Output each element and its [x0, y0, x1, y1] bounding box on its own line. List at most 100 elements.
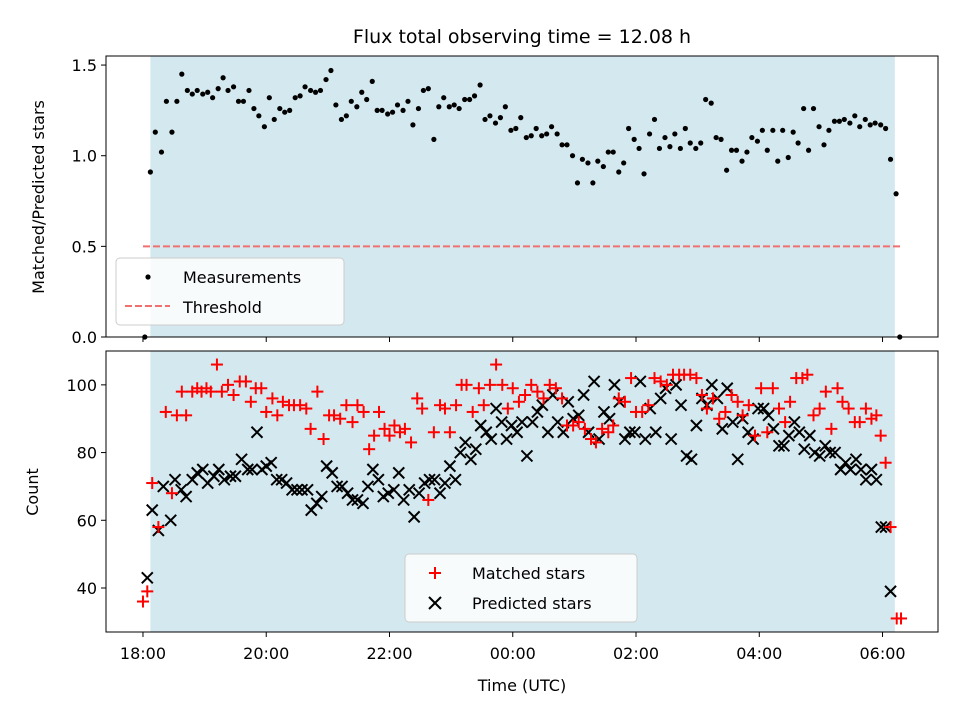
matched-star-point: [642, 399, 655, 412]
measurement-point: [728, 147, 735, 153]
measurement-point: [441, 95, 447, 101]
measurement-point: [574, 180, 581, 186]
measurement-point: [487, 113, 493, 119]
predicted-star-point: [459, 436, 472, 449]
matched-star-point: [304, 422, 317, 435]
predicted-star-point: [674, 398, 688, 412]
matched-star-point: [874, 429, 887, 442]
top-legend-box: [115, 257, 345, 326]
predicted-star-point: [325, 466, 339, 480]
y-tick-label: 100: [66, 376, 97, 395]
measurement-point: [780, 127, 786, 133]
matched-star-point: [719, 405, 732, 418]
measurement-point: [240, 98, 247, 104]
measurement-point: [662, 134, 668, 141]
predicted-star-point: [443, 459, 457, 473]
matched-star-point: [363, 443, 376, 456]
predicted-star-point: [536, 398, 549, 412]
measurement-point: [826, 127, 832, 133]
measurement-point: [810, 105, 817, 112]
matched-star-point: [807, 409, 820, 422]
predicted-star-point: [464, 453, 478, 466]
predicted-star-point: [813, 449, 826, 463]
measurement-point: [451, 102, 457, 108]
measurement-point: [420, 87, 426, 94]
y-tick-label: 0.0: [72, 328, 97, 347]
x-tick-label: 20:00: [243, 644, 289, 663]
matched-star-point: [707, 392, 720, 405]
predicted-star-point: [828, 446, 842, 459]
matched-star-point: [260, 405, 273, 418]
predicted-star-point: [628, 426, 641, 439]
predicted-star-point: [407, 510, 421, 524]
measurement-point: [302, 84, 308, 90]
matched-star-point: [506, 382, 519, 395]
predicted-star-point: [229, 470, 242, 483]
matched-star-point: [328, 409, 341, 422]
measurement-point: [184, 87, 190, 94]
measurement-point: [836, 118, 842, 124]
predicted-star-point: [295, 483, 309, 497]
matched-star-point: [340, 399, 353, 412]
measurement-point: [400, 107, 406, 113]
x-tick-label: 00:00: [490, 644, 536, 663]
measurement-point: [410, 122, 416, 128]
measurement-point: [785, 154, 791, 161]
matched-star-point: [870, 409, 883, 422]
y-tick-label: 0.5: [72, 237, 97, 256]
predicted-star-point: [510, 426, 524, 439]
matched-star-point: [222, 378, 235, 391]
measurement-point: [651, 116, 658, 123]
bottom-legend: Matched stars Predicted stars: [404, 553, 638, 623]
predicted-star-point: [428, 473, 441, 486]
predicted-star-point: [782, 429, 796, 442]
matched-star-point: [772, 402, 785, 415]
matched-star-point: [175, 385, 188, 398]
measurement-point: [718, 136, 724, 142]
matched-star-point: [556, 392, 569, 405]
matched-star-point: [713, 412, 726, 425]
matched-star-point: [239, 375, 252, 388]
measurement-point: [595, 158, 601, 164]
measurement-point: [405, 98, 411, 104]
matched-star-point: [210, 358, 223, 371]
measurement-point: [317, 87, 324, 94]
top-y-ticks: 0.0 0.5 1.0 1.5: [72, 56, 106, 347]
measurement-point: [754, 138, 761, 144]
measurement-point: [831, 118, 838, 124]
matched-star-point: [244, 395, 257, 408]
top-x-ticks: [142, 337, 884, 342]
measurement-point: [585, 160, 591, 166]
measurement-point: [152, 129, 158, 135]
measurement-point: [425, 86, 431, 92]
predicted-star-point: [772, 439, 786, 453]
measurement-point: [687, 140, 693, 146]
matched-star-point: [654, 375, 667, 388]
measurement-point: [672, 131, 678, 137]
predicted-star-point: [819, 439, 832, 453]
matched-star-point: [165, 487, 178, 500]
matched-star-point: [152, 521, 165, 534]
matched-star-point: [755, 382, 768, 395]
matched-star-point: [450, 399, 463, 412]
predicted-star-point: [186, 473, 199, 486]
bottom-legend-box: [404, 553, 638, 623]
matched-star-point: [159, 405, 172, 418]
predicted-star-points: [141, 375, 897, 598]
measurement-point: [174, 98, 180, 104]
measurement-point: [677, 145, 683, 152]
measurement-point: [158, 149, 165, 155]
measurement-point: [261, 124, 267, 130]
matched-star-point: [725, 389, 738, 402]
predicted-star-point: [224, 470, 237, 483]
predicted-star-point: [834, 463, 847, 476]
matched-star-point: [427, 426, 440, 439]
measurement-point: [179, 71, 185, 77]
predicted-star-point: [480, 426, 493, 439]
measurement-point: [287, 107, 293, 113]
measurement-point: [759, 127, 765, 133]
predicted-star-point: [346, 493, 359, 507]
predicted-star-point: [854, 463, 868, 476]
legend-threshold-label: Threshold: [182, 298, 262, 317]
top-y-axis-label: Matched/Predicted stars: [29, 100, 48, 294]
